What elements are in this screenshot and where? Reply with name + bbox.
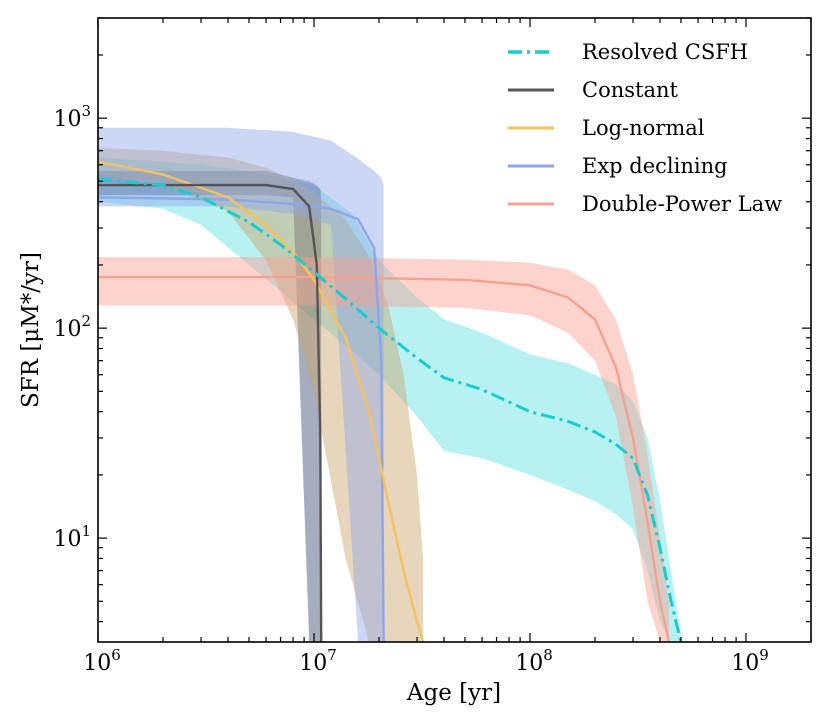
x-tick-label: 108 xyxy=(515,646,553,676)
series-lines xyxy=(98,160,683,642)
y-tick-label: 101 xyxy=(53,522,91,552)
constant-line xyxy=(98,183,323,642)
x-tick-label: 107 xyxy=(299,646,337,676)
plot-frame xyxy=(97,17,812,643)
y-tick-label: 102 xyxy=(53,312,91,342)
legend-label-exp-declining: Exp declining xyxy=(582,154,728,178)
double-power-law-line xyxy=(98,275,671,642)
exp-declining-line xyxy=(98,196,385,642)
legend-label-resolved-csfh: Resolved CSFH xyxy=(582,40,748,64)
y-axis-label: SFR [μM*/yr] xyxy=(18,252,44,408)
double-power-law-band xyxy=(98,257,669,642)
log-normal-line xyxy=(98,160,425,642)
axis-tick-labels: 106 107 108 109 101 102 103 xyxy=(53,102,768,676)
legend: Resolved CSFH Constant Log-normal Exp decli… xyxy=(508,40,782,216)
y-tick-label: 103 xyxy=(53,102,91,132)
resolved-csfh-line xyxy=(98,178,683,642)
axis-ticks xyxy=(97,17,812,642)
legend-label-log-normal: Log-normal xyxy=(582,116,705,140)
uncertainty-bands xyxy=(98,127,681,642)
legend-label-constant: Constant xyxy=(582,78,678,102)
x-tick-label: 109 xyxy=(731,646,769,676)
constant-band xyxy=(98,171,322,642)
x-axis-label: Age [yr] xyxy=(406,680,501,706)
resolved-csfh-band xyxy=(98,157,681,642)
log-normal-band xyxy=(98,148,424,642)
exp-declining-band xyxy=(98,127,384,642)
x-tick-label: 106 xyxy=(83,646,121,676)
legend-label-double-power-law: Double-Power Law xyxy=(582,192,782,216)
